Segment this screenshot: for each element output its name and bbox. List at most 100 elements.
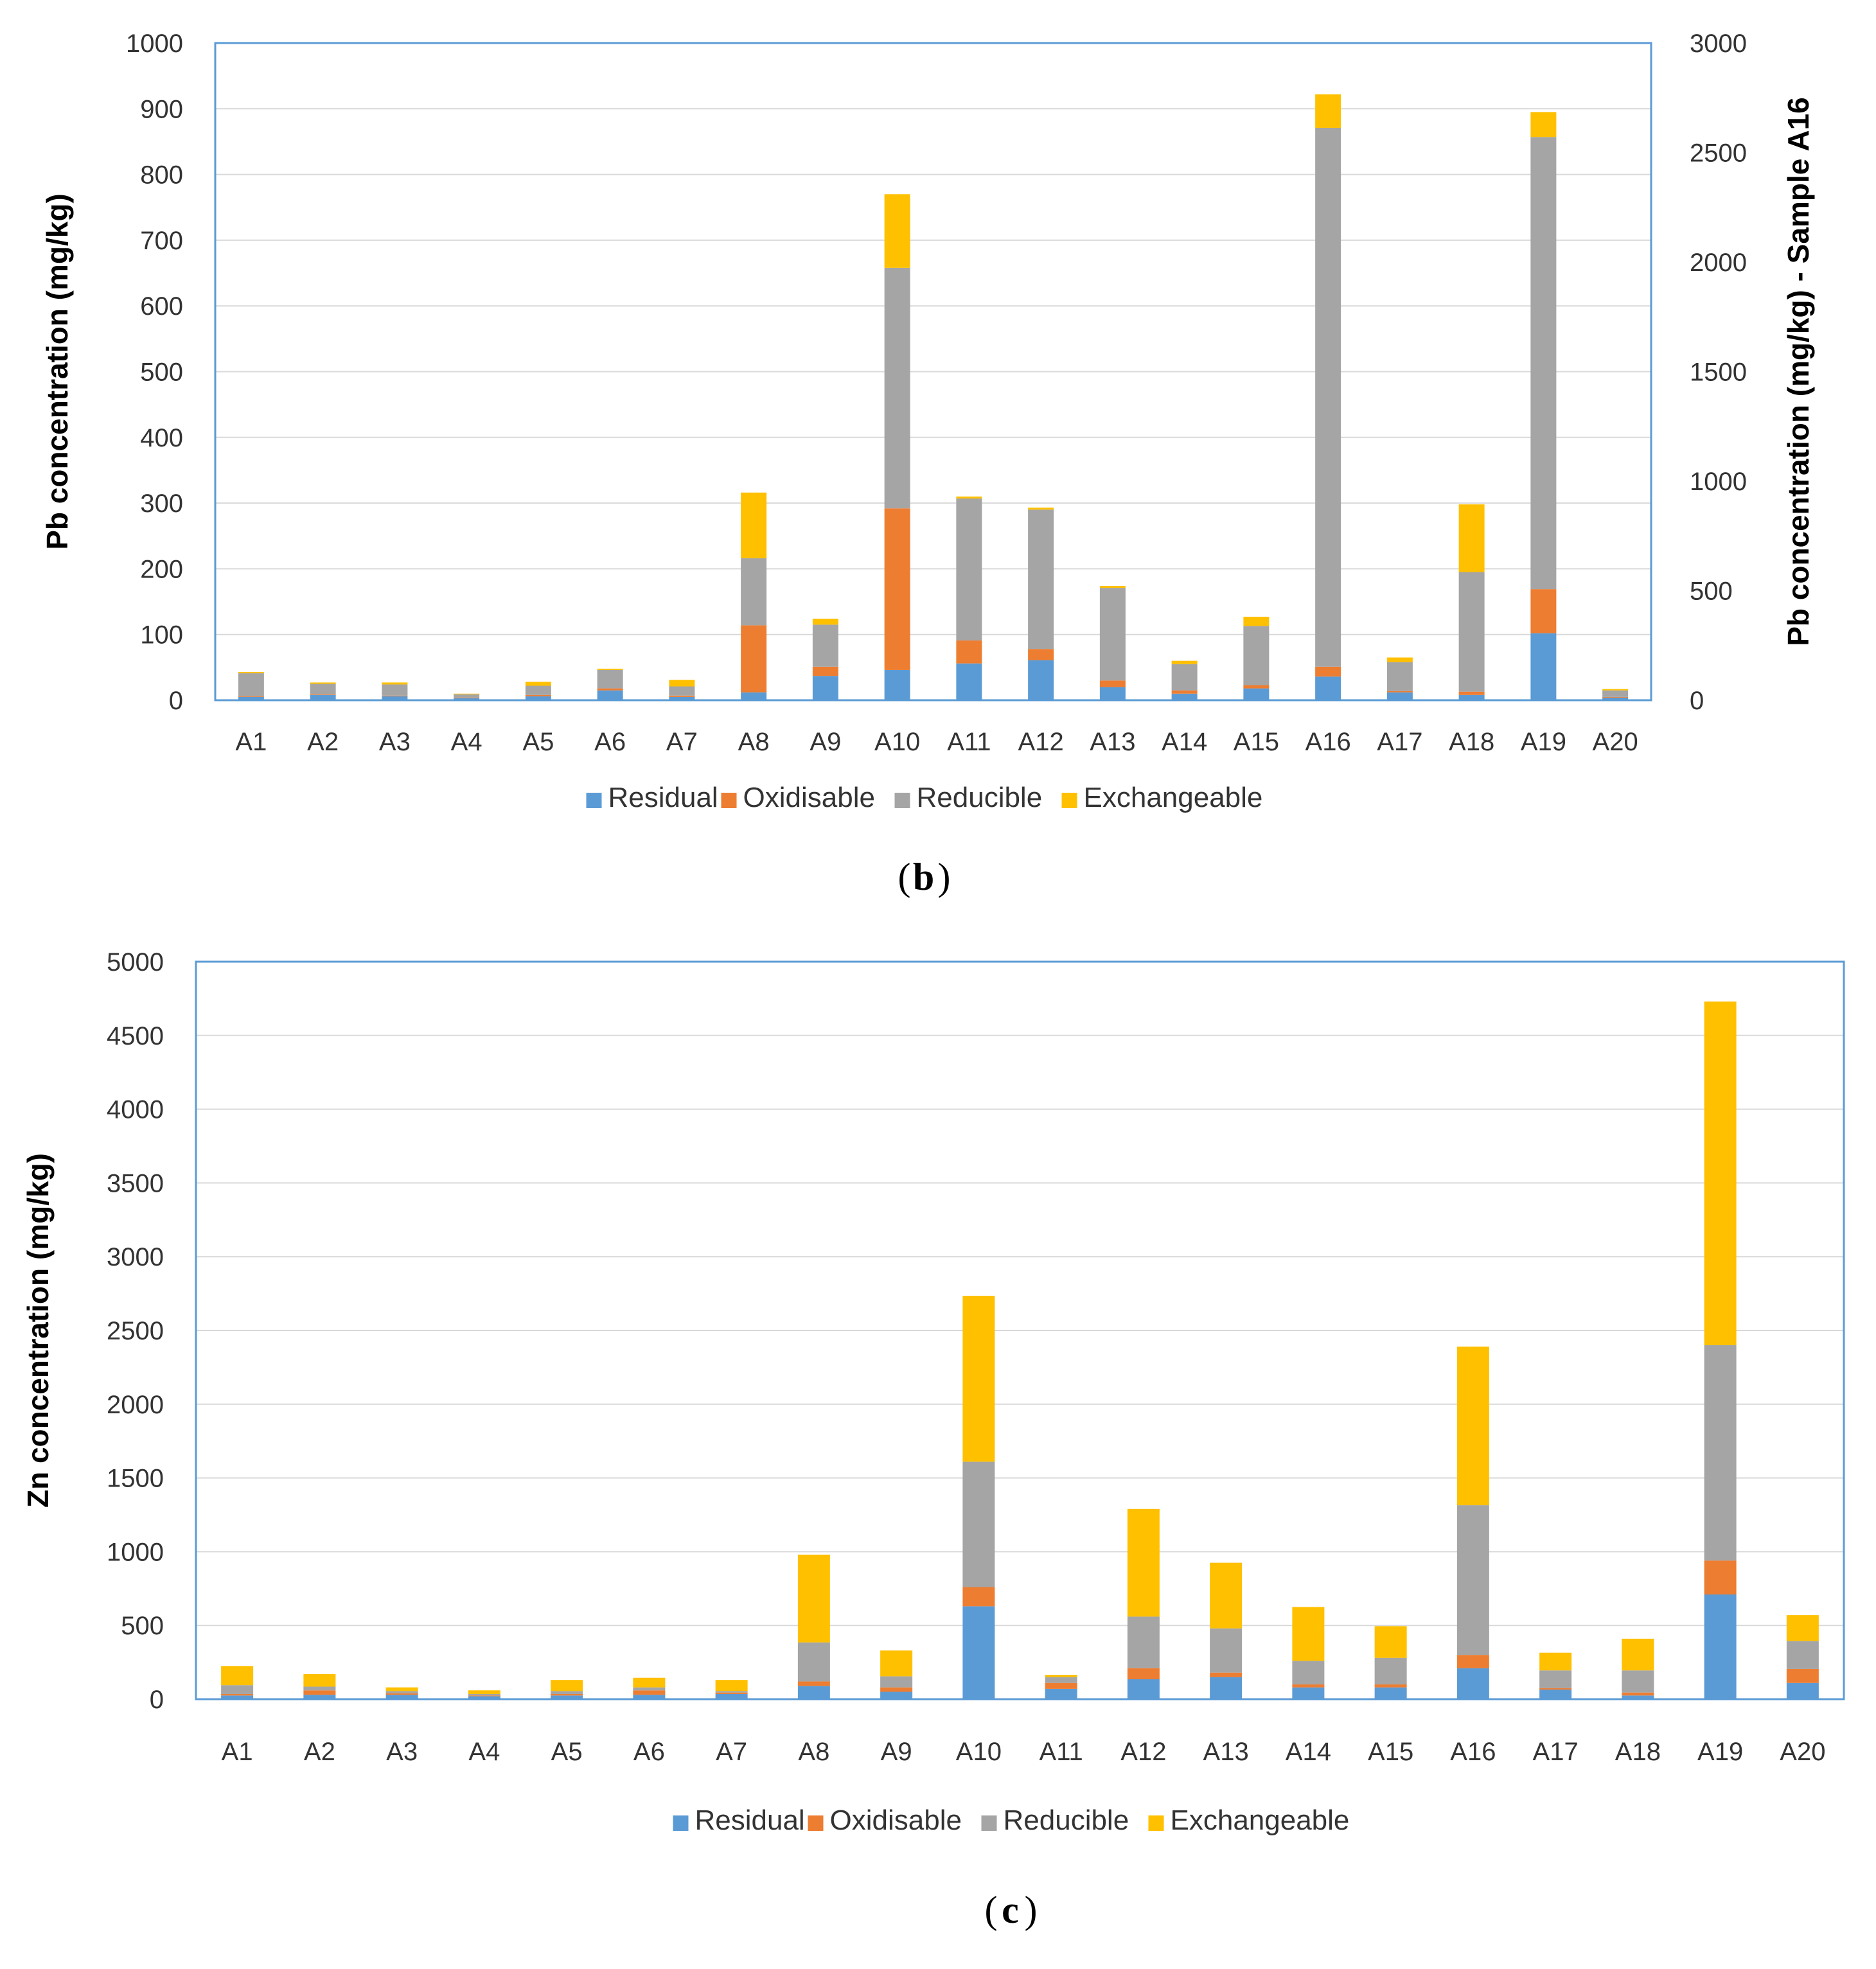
y-tick-label: 0: [150, 1686, 164, 1714]
bar-residual-a18: [1622, 1695, 1654, 1699]
bar-residual-a14: [1292, 1687, 1325, 1699]
x-tick-label: A10: [956, 1738, 1002, 1766]
x-tick-label: A18: [1449, 728, 1494, 756]
bar-oxidisable-a15: [1243, 685, 1270, 689]
bar-residual-a4: [468, 1696, 500, 1699]
bar-oxidisable-a12: [1028, 649, 1054, 660]
bar-exchangeable-a1: [238, 672, 264, 674]
bar-residual-a12: [1028, 660, 1054, 700]
bar-reducible-a7: [715, 1691, 748, 1693]
bar-exchangeable-a3: [382, 682, 408, 685]
bar-oxidisable-a8: [741, 625, 767, 693]
x-tick-label: A16: [1305, 728, 1351, 756]
bar-reducible-a5: [525, 685, 551, 695]
bar-reducible-a6: [597, 669, 623, 689]
bar-oxidisable-a12: [1127, 1668, 1160, 1680]
x-tick-label: A2: [307, 728, 339, 756]
bar-exchangeable-a16: [1456, 1347, 1489, 1506]
bar-exchangeable-a12: [1127, 1508, 1160, 1617]
y-axis-title: Pb concentration (mg/kg): [40, 193, 74, 550]
bar-oxidisable-a1: [238, 696, 264, 697]
x-tick-label: A11: [1040, 1738, 1083, 1766]
bar-oxidisable-a9: [812, 666, 838, 676]
bar-residual-a8: [741, 692, 767, 700]
bar-exchangeable-a1: [221, 1666, 254, 1686]
bar-residual-a18: [1458, 694, 1485, 700]
bar-residual-a16: [1456, 1668, 1489, 1699]
bar-reducible-a20: [1602, 690, 1629, 697]
x-tick-label: A6: [633, 1738, 665, 1766]
plot-area-frame: [214, 42, 1652, 702]
bar-exchangeable-a2: [303, 1673, 336, 1687]
bar-reducible-a14: [1171, 664, 1198, 691]
x-tick-label: A3: [379, 728, 411, 756]
bar-oxidisable-a18: [1458, 691, 1485, 695]
x-tick-label: A4: [451, 728, 482, 756]
bar-oxidisable-a7: [669, 695, 695, 697]
bar-reducible-a7: [669, 686, 695, 696]
bar-residual-a19: [1704, 1594, 1737, 1699]
legend-label-oxidisable: Oxidisable: [743, 782, 875, 813]
y-axis-title: Zn concentration (mg/kg): [21, 1153, 55, 1508]
bar-oxidisable-a20: [1786, 1668, 1819, 1683]
bar-reducible-a2: [303, 1686, 336, 1691]
bar-residual-a6: [597, 690, 623, 700]
y-tick-label: 4500: [107, 1022, 164, 1050]
x-tick-label: A11: [947, 728, 991, 756]
bar-oxidisable-a4: [468, 1695, 500, 1697]
y-tick-label: 500: [140, 358, 183, 387]
bar-exchangeable-a2: [310, 682, 336, 684]
y2-tick-label: 2500: [1690, 139, 1747, 168]
x-tick-label: A6: [594, 728, 626, 756]
bar-exchangeable-a15: [1243, 617, 1270, 626]
y-tick-label: 1000: [107, 1538, 164, 1566]
y-tick-label: 600: [140, 292, 183, 321]
bar-oxidisable-a14: [1171, 690, 1198, 694]
bar-exchangeable-a6: [633, 1677, 666, 1688]
x-tick-label: A9: [810, 728, 841, 756]
bar-reducible-a13: [1210, 1628, 1243, 1673]
bar-reducible-a14: [1292, 1661, 1325, 1685]
x-tick-label: A3: [386, 1738, 418, 1766]
bar-exchangeable-a9: [880, 1650, 913, 1677]
bar-residual-a4: [454, 698, 480, 700]
bar-exchangeable-a14: [1171, 660, 1198, 664]
y-tick-label: 1000: [126, 30, 183, 58]
bar-residual-a1: [238, 696, 264, 700]
x-tick-label: A5: [522, 728, 554, 756]
x-tick-label: A4: [468, 1738, 500, 1766]
bar-residual-a3: [382, 696, 408, 700]
bar-exchangeable-a13: [1210, 1562, 1243, 1629]
x-tick-label: A15: [1368, 1738, 1413, 1766]
bar-residual-a11: [1045, 1688, 1077, 1699]
legend-swatch-reducible: [894, 793, 910, 808]
bar-oxidisable-a18: [1622, 1692, 1654, 1696]
x-tick-label: A17: [1377, 728, 1422, 756]
x-tick-label: A19: [1697, 1738, 1743, 1766]
bar-exchangeable-a20: [1602, 689, 1629, 691]
bar-oxidisable-a9: [880, 1687, 913, 1692]
bar-oxidisable-a3: [385, 1693, 418, 1695]
y-tick-label: 200: [140, 555, 183, 583]
bar-exchangeable-a8: [741, 492, 767, 559]
bar-residual-a5: [525, 696, 551, 700]
x-tick-label: A15: [1234, 728, 1279, 756]
plot-area-frame: [195, 960, 1845, 1700]
bar-reducible-a17: [1539, 1670, 1572, 1688]
bar-exchangeable-a18: [1622, 1638, 1654, 1671]
y-tick-label: 700: [140, 227, 183, 255]
bar-exchangeable-a19: [1704, 1001, 1737, 1345]
bar-residual-a6: [633, 1695, 666, 1699]
y2-tick-label: 1000: [1690, 468, 1747, 496]
caption-open-paren: (: [985, 1889, 998, 1931]
bar-residual-a3: [385, 1695, 418, 1699]
bar-residual-a15: [1243, 688, 1270, 700]
y2-tick-label: 1500: [1690, 358, 1747, 387]
x-tick-label: A20: [1593, 728, 1638, 756]
y-tick-label: 500: [121, 1612, 164, 1640]
bar-exchangeable-a13: [1099, 585, 1126, 588]
bar-exchangeable-a5: [551, 1680, 583, 1691]
bar-reducible-a15: [1374, 1657, 1407, 1685]
y2-tick-label: 3000: [1690, 30, 1747, 58]
